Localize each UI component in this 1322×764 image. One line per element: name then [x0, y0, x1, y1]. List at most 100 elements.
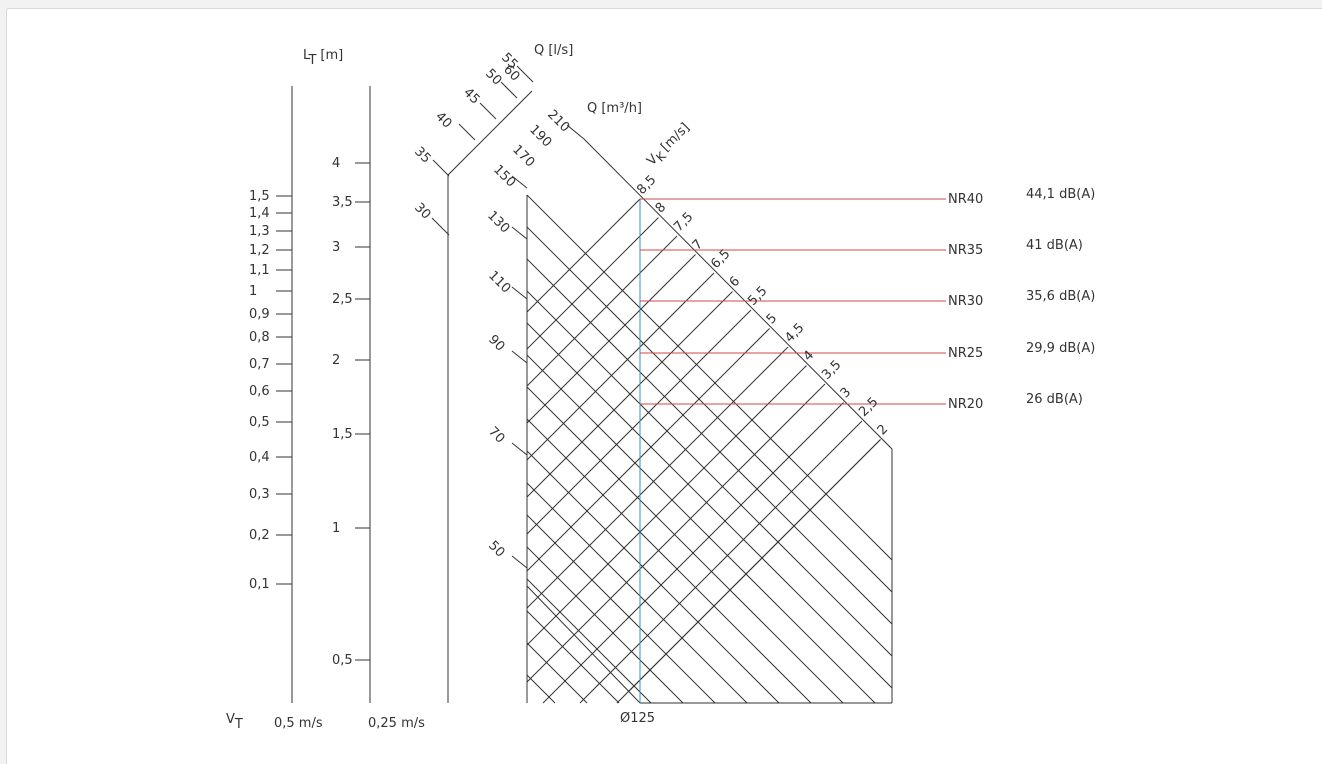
- duct-diameter-label: Ø125: [620, 711, 655, 726]
- flow-line: [526, 386, 844, 704]
- vk-tick-label: 2,5: [856, 395, 881, 420]
- velocity-line: [526, 309, 752, 535]
- q-m3h-tick-label: 50: [485, 538, 507, 560]
- flow-line: [526, 418, 812, 704]
- q-m3h-tick-label: 150: [490, 162, 518, 190]
- velocity-line: [526, 217, 659, 350]
- q-ls-tick-label: 30: [411, 200, 433, 222]
- velocity-line: [526, 198, 641, 313]
- lt05-tick-label: 0,8: [249, 330, 270, 345]
- velocity-line: [526, 272, 715, 461]
- lt025-tick-label: 1,5: [332, 427, 353, 442]
- lt05-tick-label: 0,9: [249, 307, 270, 322]
- dba-value: 29,9 dB(A): [1026, 341, 1095, 356]
- nr-label: NR25: [948, 346, 983, 361]
- q-ls-tick: [432, 159, 450, 177]
- q-m3h-tick: [511, 350, 528, 364]
- velocity-line: [579, 420, 863, 704]
- q-m3h-tick-label: 170: [509, 142, 537, 170]
- chart-labels: 1,5 1,4 1,3 1,2 1,1 1 0,9 0,8 0,7 0,6 0,5 0,4 0,3 0,2…: [249, 50, 1095, 668]
- lt05-tick-label: 0,6: [249, 384, 270, 399]
- velocity-line: [526, 383, 826, 683]
- lt05-tick-label: 0,4: [249, 450, 270, 465]
- vk-tick-label: 4: [801, 348, 817, 364]
- lt05-tick-label: 0,5: [249, 415, 270, 430]
- velocity-line: [526, 291, 733, 498]
- lt05-tick-label: 1,1: [249, 263, 270, 278]
- velocity-line: [628, 439, 881, 692]
- q-ls-tick: [500, 81, 518, 99]
- q-ls-tick-label: 35: [411, 144, 433, 166]
- dba-value: 41 dB(A): [1026, 238, 1083, 253]
- lt025-tick-label: 2: [332, 353, 340, 368]
- vk-axis-title: VK[m/s]: [644, 120, 695, 171]
- q-ls-tick: [516, 65, 534, 83]
- grid-lines: [276, 65, 946, 704]
- q-ls-tick: [458, 123, 476, 141]
- nr-label: NR40: [948, 192, 983, 207]
- dba-value: 35,6 dB(A): [1026, 289, 1095, 304]
- chart-frame: [6, 8, 1322, 764]
- q-m3h-tick-label: 130: [484, 208, 512, 236]
- lt05-tick-label: 0,2: [249, 528, 270, 543]
- q-ls-tick-label: 40: [432, 109, 454, 131]
- flow-line: [526, 546, 684, 704]
- velocity-line: [542, 402, 844, 704]
- lt-axis-title: LT [m]: [303, 48, 343, 68]
- vt-05-label: 0,5 m/s: [274, 716, 323, 731]
- lt05-tick-label: 1,4: [249, 206, 270, 221]
- velocity-line: [526, 328, 770, 572]
- lt025-tick-label: 1: [332, 521, 340, 536]
- lt05-tick-label: 0,7: [249, 357, 270, 372]
- lt05-tick-label: 0,3: [249, 487, 270, 502]
- nr-label: NR35: [948, 243, 983, 258]
- velocity-line: [526, 235, 678, 387]
- lt025-tick-label: 3: [332, 240, 340, 255]
- flow-line: [526, 514, 716, 704]
- lt05-tick-label: 1,3: [249, 224, 270, 239]
- vk-tick-label: 6: [727, 274, 743, 290]
- q-m3h-tick: [511, 442, 528, 456]
- flow-line: [526, 578, 652, 704]
- flow-line: [526, 482, 748, 704]
- vk-tick-label: 2: [875, 422, 891, 438]
- q-ls-tick: [431, 217, 450, 236]
- lt025-tick-label: 2,5: [332, 292, 353, 307]
- lt025-tick-label: 4: [332, 156, 340, 171]
- lt025-tick-label: 0,5: [332, 653, 353, 668]
- q-m3h-tick: [511, 175, 528, 189]
- vk-tick-label: 5: [764, 311, 780, 327]
- flow-line: [526, 194, 893, 561]
- nr-label: NR20: [948, 397, 983, 412]
- flow-line: [526, 674, 556, 704]
- flow-line: [526, 258, 893, 625]
- vk-tick-label: 3: [838, 385, 854, 401]
- lt05-tick-label: 1,2: [249, 243, 270, 258]
- q-ls-tick-label: 45: [460, 85, 482, 107]
- dba-value: 44,1 dB(A): [1026, 187, 1095, 202]
- vt-axis-title: VT: [226, 712, 243, 732]
- velocity-line: [526, 365, 807, 646]
- lt05-tick-label: 1,5: [249, 189, 270, 204]
- q-ls-title: Q [l/s]: [534, 43, 573, 58]
- q-m3h-tick: [511, 286, 528, 300]
- flow-line: [526, 354, 876, 704]
- lt025-tick-label: 3,5: [332, 195, 353, 210]
- q-m3h-tick-label: 110: [485, 268, 513, 296]
- q-m3h-tick-label: 210: [544, 107, 572, 135]
- q-top-tick: [566, 124, 585, 140]
- q-m3h-tick-label: 190: [526, 122, 554, 150]
- flow-line: [526, 610, 620, 704]
- q-m3h-tick-label: 90: [485, 332, 507, 354]
- q-m3h-title: Q [m³/h]: [587, 101, 642, 116]
- lt05-tick-label: 1: [249, 284, 257, 299]
- q-ls-axis: [447, 90, 533, 703]
- lt05-tick-label: 0,1: [249, 577, 270, 592]
- q-ls-tick: [479, 102, 497, 120]
- flow-line: [526, 450, 780, 704]
- q-ls-tick-label: 50: [482, 66, 504, 88]
- velocity-line: [526, 346, 789, 609]
- q-m3h-tick: [511, 555, 528, 569]
- q-m3h-tick: [511, 226, 528, 240]
